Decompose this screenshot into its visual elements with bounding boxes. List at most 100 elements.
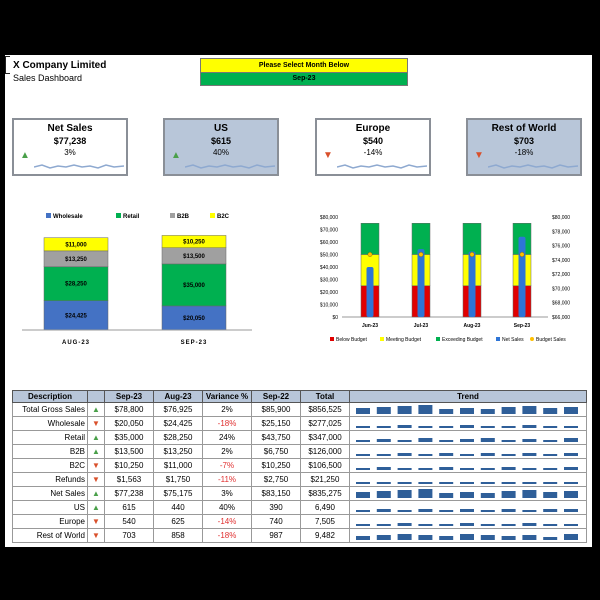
trend-bar [543,482,558,484]
current-month-value: $10,250 [104,458,154,473]
current-month-value: 703 [104,528,154,543]
legend-swatch [380,337,384,341]
cell-selection[interactable] [5,56,10,74]
current-month-value: $78,800 [104,402,154,417]
stack-bar-segment [161,235,227,248]
row-description: Retail [12,430,88,445]
table-row: Wholesale ▼ $20,050 $24,425 -18% $25,150 $277,… [12,416,587,431]
trend-sparkbars [349,430,587,445]
trend-bar [522,468,537,470]
column-header: Variance % [202,390,252,403]
trend-bar [564,426,578,428]
trend-bar [460,425,474,428]
category-label: Jun-23 [362,323,378,329]
variance-value: 3% [202,486,252,501]
row-description: Total Gross Sales [12,402,88,417]
legend-label: Budget Sales [536,337,566,343]
prior-year-value: $43,750 [251,430,301,445]
trend-bar [356,468,370,470]
trend-bar [522,425,537,428]
trend-bar [564,407,578,414]
trend-bar [543,468,558,470]
y-left-tick: $60,000 [320,240,338,246]
trend-bar [418,524,433,526]
trend-sparkbars [349,458,587,473]
trend-bar [356,408,370,414]
net-sales-bar [417,249,425,317]
trend-bars [356,509,578,512]
y-right-tick: $76,000 [552,244,570,250]
trend-bar [439,524,454,526]
kpi-percent: -18% [514,148,534,157]
table-row: Total Gross Sales ▲ $78,800 $76,925 2% $85,90… [12,402,587,417]
trend-down-icon: ▼ [323,150,333,161]
y-left-tick: $40,000 [320,265,338,271]
trend-bar [397,523,412,526]
trend-bar [543,408,558,414]
trend-bar [418,454,433,456]
sparkline [337,164,427,169]
kpi-value: $540 [362,136,384,146]
stack-bar-label: $35,000 [183,283,205,289]
trend-bar [418,426,433,428]
y-left-tick: $20,000 [320,290,338,296]
column-header: Aug-23 [153,390,203,403]
trend-bars [356,489,578,498]
trend-bar [418,482,433,484]
legend-label: Net Sales [502,337,524,343]
trend-bar [522,523,537,526]
total-value: $126,000 [300,444,350,459]
total-value: $347,000 [300,430,350,445]
trend-bar [418,509,433,512]
trend-bars [356,425,578,428]
dashboard-subtitle: Sales Dashboard [13,73,83,83]
kpi-percent: 3% [64,148,76,157]
row-description: Rest of World [12,528,88,543]
prior-year-value: 987 [251,528,301,543]
trend-bar [376,407,391,414]
trend-bar [439,426,454,428]
stack-bar-label: $20,050 [183,316,205,322]
trend-bar [439,482,454,484]
prior-month-value: 440 [153,500,203,515]
trend-bar [501,426,516,428]
row-description: B2C [12,458,88,473]
trend-bar [480,468,495,470]
trend-bar [460,439,474,442]
budget-sales-marker [418,252,424,257]
table-row: B2B ▲ $13,500 $13,250 2% $6,750 $126,000 [12,444,587,459]
kpi-title: Rest of World [491,123,557,134]
trend-bars [356,482,578,484]
kpi-card-1: US $615 40% ▲ [163,118,279,176]
prior-month-value: $24,425 [153,416,203,431]
trend-up-icon: ▲ [20,150,30,161]
trend-down-icon: ▼ [87,416,105,431]
prior-year-value: 740 [251,514,301,529]
month-select[interactable]: Sep-23 [200,72,408,86]
column-header: Total [300,390,350,403]
current-month-value: $13,500 [104,444,154,459]
prior-year-value: $6,750 [251,444,301,459]
kpi-percent: -14% [363,148,383,157]
y-right-tick: $70,000 [552,286,570,292]
trend-bar [418,489,433,498]
prior-year-value: $25,150 [251,416,301,431]
y-left-tick: $70,000 [320,228,338,234]
trend-bar [564,482,578,484]
variance-value: -7% [202,458,252,473]
trend-bar [543,440,558,442]
table-row: US ▲ 615 440 40% 390 6,490 [12,500,587,515]
trend-bar [397,482,412,484]
trend-bar [480,493,495,498]
sparkline [488,164,578,169]
trend-up-icon: ▲ [87,402,105,417]
total-value: $856,525 [300,402,350,417]
trend-bar [460,468,474,470]
y-right-tick: $78,000 [552,229,570,235]
trend-bar [501,491,516,498]
trend-bar [564,438,578,442]
y-right-tick: $66,000 [552,315,570,321]
channel-stacked-chart: Wholesale Retail B2B B2C $24,425 $28,250 $13,2… [22,213,252,346]
trend-bar [376,426,391,428]
trend-bar [501,440,516,442]
